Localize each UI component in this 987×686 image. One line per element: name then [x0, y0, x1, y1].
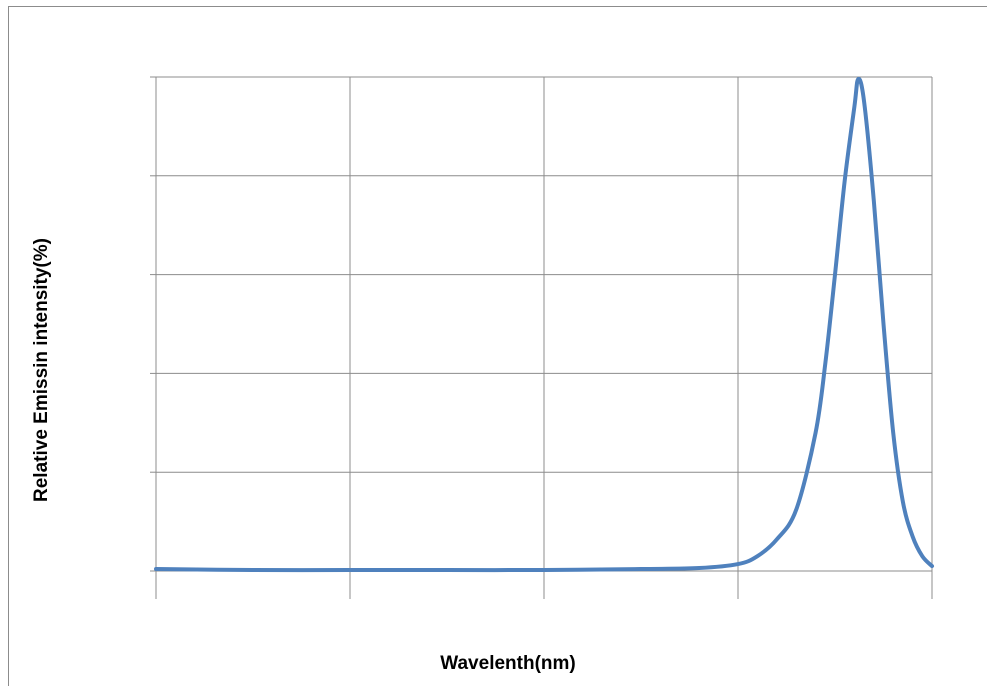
- x-axis-title: Wavelenth(nm): [440, 653, 575, 674]
- chart-frame: [8, 6, 987, 686]
- series-line-0: [154, 76, 934, 573]
- series-layer: [154, 76, 934, 573]
- axis-ticks: [150, 76, 933, 599]
- plot-area: [150, 76, 934, 599]
- vertical-gridlines: [155, 77, 933, 571]
- y-axis-title: Relative Emissin intensity(%): [31, 238, 52, 502]
